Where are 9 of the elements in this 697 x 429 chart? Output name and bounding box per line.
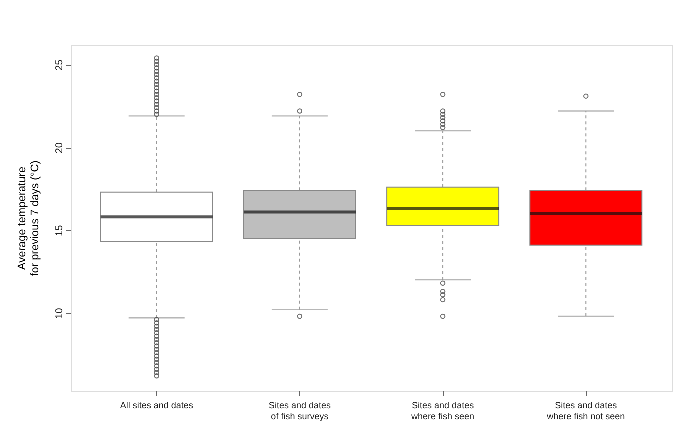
x-tick-label: Sites and dates where fish seen bbox=[410, 400, 475, 422]
x-tick-label: Sites and dates where fish not seen bbox=[546, 400, 626, 422]
x-tick-label: Sites and dates of fish surveys bbox=[268, 400, 332, 422]
y-tick-label: 25 bbox=[54, 59, 66, 71]
y-tick-label: 10 bbox=[54, 308, 66, 320]
x-tick-label: All sites and dates bbox=[120, 400, 194, 410]
y-tick-label: 20 bbox=[54, 142, 66, 154]
y-tick-label: 15 bbox=[54, 224, 66, 236]
y-axis-title: Average temperature for previous 7 days (°C) bbox=[16, 160, 42, 276]
